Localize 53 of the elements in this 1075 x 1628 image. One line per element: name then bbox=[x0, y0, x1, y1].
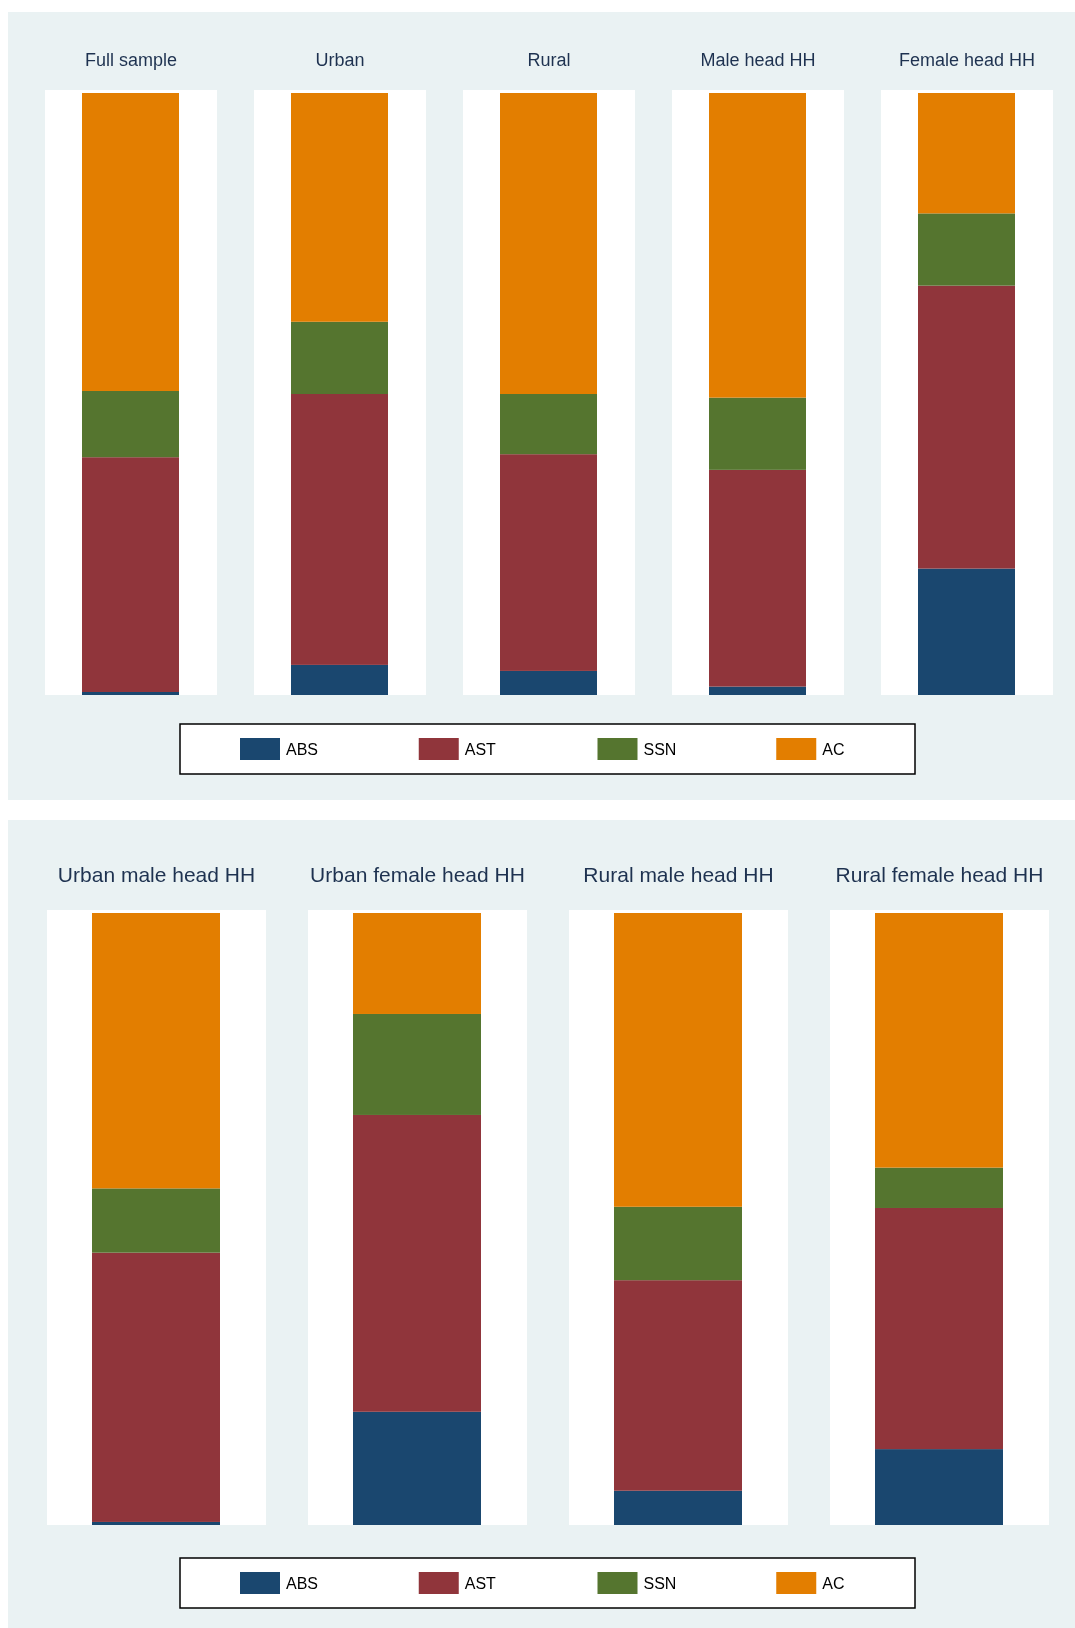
bar bbox=[291, 93, 388, 322]
bar bbox=[918, 93, 1015, 214]
legend-label: ABS bbox=[286, 740, 319, 758]
chart-title: Rural male head HH bbox=[583, 863, 774, 886]
bar bbox=[82, 390, 179, 458]
bar bbox=[353, 1411, 481, 1525]
bar bbox=[918, 213, 1015, 286]
bar bbox=[353, 1114, 481, 1412]
legend-label: AC bbox=[822, 1574, 845, 1592]
bar bbox=[709, 397, 806, 470]
bar bbox=[291, 321, 388, 394]
bar bbox=[709, 469, 806, 687]
bar bbox=[875, 1167, 1003, 1208]
legend-label: SSN bbox=[643, 1574, 677, 1592]
bar bbox=[82, 457, 179, 692]
legend-label: ABS bbox=[286, 1574, 319, 1592]
legend-label: AST bbox=[464, 740, 497, 758]
chart-title: Female head HH bbox=[898, 50, 1036, 70]
bar bbox=[291, 664, 388, 695]
bar bbox=[709, 686, 806, 695]
chart-title: Urban bbox=[315, 50, 365, 70]
bar bbox=[92, 1521, 220, 1525]
legend-label: SSN bbox=[643, 740, 677, 758]
bar bbox=[614, 1490, 742, 1525]
chart-title: Full sample bbox=[84, 50, 178, 70]
bar bbox=[92, 1188, 220, 1253]
bar bbox=[92, 913, 220, 1189]
bar bbox=[82, 93, 179, 391]
bar bbox=[353, 913, 481, 1014]
legend-label: AST bbox=[464, 1574, 497, 1592]
bar bbox=[82, 691, 179, 695]
chart-title: Rural female head HH bbox=[835, 863, 1044, 886]
bar bbox=[353, 1013, 481, 1115]
bar bbox=[875, 913, 1003, 1168]
bar bbox=[614, 1206, 742, 1281]
legend-label: AC bbox=[822, 740, 845, 758]
bar bbox=[709, 93, 806, 398]
bar bbox=[918, 285, 1015, 569]
bar bbox=[614, 1280, 742, 1491]
bar bbox=[614, 913, 742, 1207]
bar bbox=[291, 394, 388, 665]
bar bbox=[92, 1252, 220, 1522]
bar bbox=[500, 93, 597, 394]
chart-title: Urban female head HH bbox=[310, 863, 525, 886]
bar bbox=[875, 1449, 1003, 1525]
chart-title: Male head HH bbox=[700, 50, 816, 70]
chart-title: Rural bbox=[527, 50, 571, 70]
bar bbox=[918, 568, 1015, 695]
bar bbox=[875, 1207, 1003, 1450]
bar bbox=[500, 454, 597, 671]
bar bbox=[500, 394, 597, 455]
chart-title: Urban male head HH bbox=[57, 863, 256, 886]
bar bbox=[500, 670, 597, 695]
